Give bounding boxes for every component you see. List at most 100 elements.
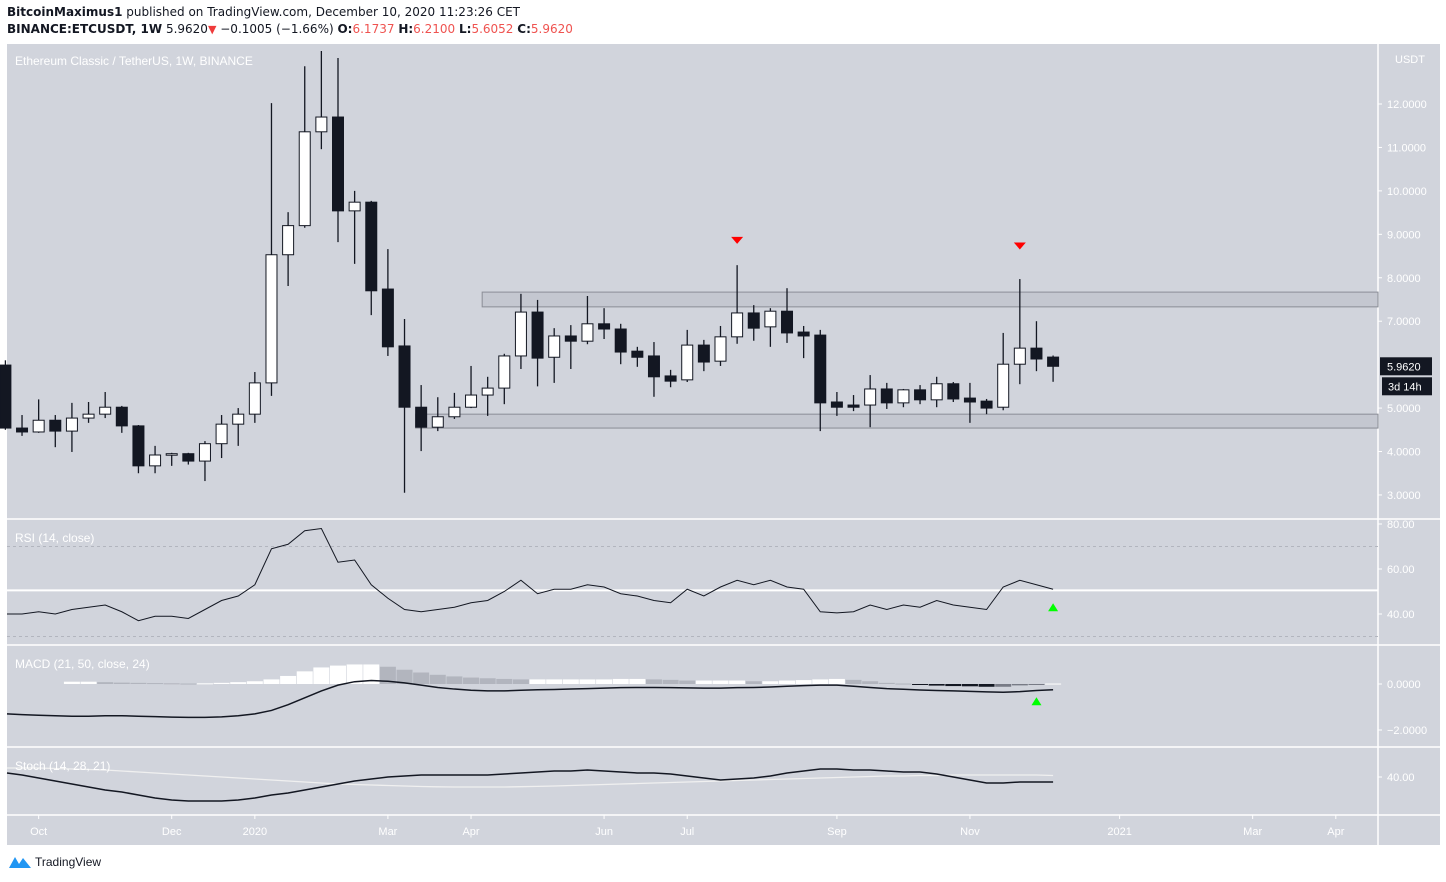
last-price-badge [1380,357,1432,376]
candle-up [298,131,311,227]
macd-histogram-bar [313,667,330,684]
candle-up [514,311,527,357]
time-tick-label: Oct [30,826,47,838]
price-tick-label: 8.0000 [1387,273,1421,285]
candle-up [282,225,295,256]
candle-down [697,344,710,363]
macd-histogram-bar [812,679,829,684]
macd-histogram-bar [512,679,529,684]
candle-up [315,116,328,133]
symbol-name: BINANCE:ETCUSDT, 1W [7,22,163,36]
candle-up [997,363,1010,408]
macd-histogram-bar [280,675,297,684]
candle-up [764,310,777,328]
candle-up [149,454,162,467]
macd-histogram-bar [130,682,147,684]
countdown-label: 3d 14h [1388,381,1422,393]
candle-up [348,201,361,212]
candle-up [431,416,444,428]
price-tick-label: 9.0000 [1387,229,1421,241]
close-value: 5.9620 [530,22,573,36]
candle-down [914,389,927,401]
macd-histogram-bar [446,676,463,684]
candle-up [215,423,228,445]
candle-down [747,312,760,329]
rsi-line [7,527,1054,622]
macd-histogram-bar [163,683,180,685]
candle-down [814,334,827,404]
macd-histogram-bar [645,679,662,684]
candle-up [897,389,910,404]
time-tick-label: 2020 [243,826,267,838]
macd-histogram-bar [945,684,962,687]
macd-histogram-bar [196,683,213,685]
tradingview-logo[interactable]: TradingView [8,855,101,869]
currency-label[interactable]: USDT [1395,54,1425,66]
zone-resistance [481,291,1379,308]
open-label: O: [337,22,353,36]
candle-up [481,387,494,396]
time-tick-label: Mar [1243,826,1262,838]
time-tick-label: Dec [162,826,182,838]
candle-up [248,382,261,415]
macd-histogram-bar [862,681,879,684]
price-tick-label: 4.0000 [1387,447,1421,459]
macd-histogram-bar [596,679,613,684]
macd-histogram-bar [97,682,114,684]
candle-down [664,375,677,382]
candle-down [132,425,145,467]
macd-histogram-bar [912,684,929,685]
candle-up [930,383,943,401]
candle-up [448,406,461,418]
candle-up [82,413,95,419]
candle-up [864,388,877,406]
macd-histogram-bar [463,677,480,684]
candle-down [365,201,378,292]
candle-up [731,312,744,338]
chart-background [7,44,1440,845]
candle-down [531,311,544,359]
macd-histogram-bar [779,680,796,684]
candle-down [947,383,960,400]
candle-up [32,419,45,433]
macd-histogram-bar [745,681,762,684]
time-tick-label: Mar [378,826,397,838]
candle-down [980,400,993,409]
macd-histogram-bar [379,666,396,684]
macd-histogram-bar [712,680,729,684]
low-label: L: [458,22,472,36]
macd-histogram-bar [1028,684,1045,685]
brand-name: TradingView [35,855,102,869]
macd-histogram-bar [795,680,812,684]
candle-down [415,406,428,428]
close-label: C: [517,22,531,36]
macd-histogram-bar [429,674,446,684]
red-down-arrow-icon [731,236,744,244]
macd-histogram-bar [180,683,197,685]
macd-histogram-bar [546,679,563,684]
macd-tick-label: −2.0000 [1387,725,1427,737]
candle-down [880,388,893,404]
author-name[interactable]: BitcoinMaximus1 [7,5,123,19]
candle-down [381,288,394,348]
price-tick-label: 12.0000 [1387,99,1427,111]
macd-histogram-bar [80,681,97,684]
candle-up [681,344,694,381]
macd-histogram-bar [895,683,912,685]
time-tick-label: 2021 [1107,826,1131,838]
price-tick-label: 10.0000 [1387,186,1427,198]
candle-up [265,254,278,384]
macd-histogram-bar [845,679,862,684]
candle-up [232,413,245,425]
macd-histogram-bar [330,665,346,684]
price-tick-label: 5.0000 [1387,403,1421,415]
candle-down [1030,347,1043,360]
macd-histogram-bar [662,679,679,684]
candle-down [332,116,344,212]
candle-down [1047,356,1060,367]
macd-histogram-bar [729,680,746,684]
stoch-d-line [7,767,1054,788]
green-up-arrow-icon [1048,603,1059,612]
rsi-tick-label: 40.00 [1387,609,1415,621]
